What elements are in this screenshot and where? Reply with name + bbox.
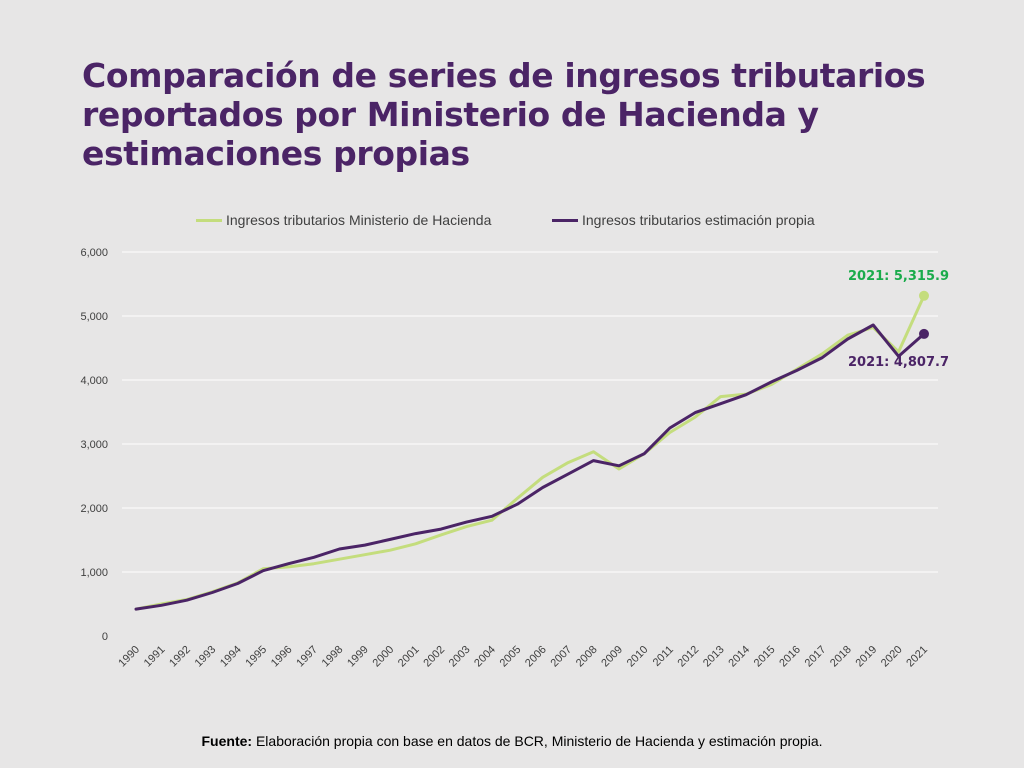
legend-item-propia: Ingresos tributarios estimación propia [552, 212, 815, 228]
x-tick-label: 2007 [548, 644, 574, 670]
x-tick-label: 2019 [853, 644, 879, 670]
y-tick-label: 0 [102, 631, 108, 643]
x-tick-label: 1996 [269, 644, 295, 670]
x-tick-label: 2015 [752, 644, 778, 670]
chart-legend: Ingresos tributarios Ministerio de Hacie… [0, 212, 1024, 234]
x-tick-label: 2021 [904, 644, 930, 670]
x-tick-label: 1994 [218, 644, 244, 670]
end-point-hacienda [919, 290, 929, 301]
y-tick-label: 5,000 [80, 311, 108, 323]
x-tick-label: 1998 [320, 644, 346, 670]
x-tick-label: 2003 [447, 644, 473, 670]
x-tick-label: 2000 [371, 644, 397, 670]
legend-label-hacienda: Ingresos tributarios Ministerio de Hacie… [226, 212, 492, 228]
x-tick-label: 1999 [345, 644, 371, 670]
source-note: Fuente: Elaboración propia con base en d… [0, 733, 1024, 749]
x-tick-label: 2005 [498, 644, 524, 670]
x-tick-label: 1995 [243, 644, 269, 670]
source-label: Fuente: [201, 733, 253, 749]
end-point-propia [919, 328, 929, 339]
x-tick-label: 2016 [777, 644, 803, 670]
legend-item-hacienda: Ingresos tributarios Ministerio de Hacie… [196, 212, 491, 228]
chart-annotations: 2021: 5,315.9 2021: 4,807.7 [848, 269, 949, 370]
y-tick-label: 6,000 [80, 247, 108, 259]
x-tick-label: 1993 [193, 644, 219, 670]
series-line-propia [134, 323, 926, 611]
chart-title: Comparación de series de ingresos tribut… [82, 56, 926, 173]
x-tick-label: 2020 [879, 644, 905, 670]
x-tick-label: 2008 [574, 644, 600, 670]
legend-label-propia: Ingresos tributarios estimación propia [582, 212, 815, 228]
x-tick-label: 1997 [294, 644, 320, 670]
x-tick-label: 1990 [116, 644, 142, 670]
y-axis: 0 1,000 2,000 3,000 4,000 5,000 6,000 [80, 247, 108, 643]
legend-swatch-hacienda [196, 218, 222, 222]
y-tick-label: 2,000 [80, 503, 108, 515]
chart-grid [122, 251, 938, 573]
annotation-label-propia: 2021: 4,807.7 [848, 355, 949, 370]
x-tick-label: 2001 [396, 644, 422, 670]
x-tick-label: 2004 [472, 644, 498, 670]
x-tick-label: 2017 [803, 644, 829, 670]
source-text: Elaboración propia con base en datos de … [255, 733, 823, 749]
x-tick-label: 2006 [523, 644, 549, 670]
x-tick-label: 2013 [701, 644, 727, 670]
y-tick-label: 3,000 [80, 439, 108, 451]
y-tick-label: 1,000 [80, 567, 108, 579]
y-tick-label: 4,000 [80, 375, 108, 387]
x-tick-label: 1992 [167, 644, 193, 670]
x-tick-label: 2014 [726, 644, 752, 670]
x-tick-label: 2010 [625, 644, 651, 670]
x-tick-label: 2002 [421, 644, 447, 670]
series-line-hacienda [134, 294, 926, 611]
chart-series [134, 294, 926, 611]
annotation-label-hacienda: 2021: 5,315.9 [848, 269, 949, 284]
x-tick-label: 1991 [142, 644, 168, 670]
x-tick-label: 2012 [676, 644, 702, 670]
x-tick-label: 2009 [599, 644, 625, 670]
x-tick-label: 2018 [828, 644, 854, 670]
x-tick-label: 2011 [651, 644, 676, 669]
x-axis: 1990 1991 1992 1993 1994 1995 1996 1997 1998 1999… [116, 644, 930, 670]
legend-swatch-propia [552, 218, 578, 222]
